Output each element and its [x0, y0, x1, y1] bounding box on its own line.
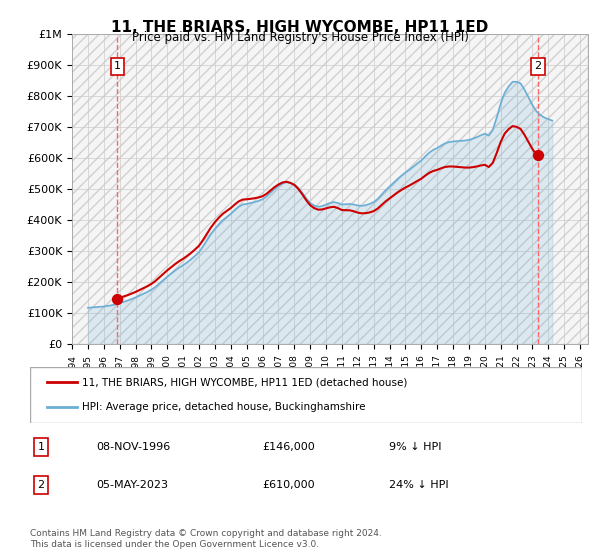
Point: [533, 150, 543, 159]
Text: £610,000: £610,000: [262, 480, 314, 491]
Text: 11, THE BRIARS, HIGH WYCOMBE, HP11 1ED: 11, THE BRIARS, HIGH WYCOMBE, HP11 1ED: [112, 20, 488, 35]
Text: Price paid vs. HM Land Registry's House Price Index (HPI): Price paid vs. HM Land Registry's House …: [131, 31, 469, 44]
Text: 11, THE BRIARS, HIGH WYCOMBE, HP11 1ED (detached house): 11, THE BRIARS, HIGH WYCOMBE, HP11 1ED (…: [82, 377, 408, 388]
Text: HPI: Average price, detached house, Buckinghamshire: HPI: Average price, detached house, Buck…: [82, 402, 366, 412]
Text: 24% ↓ HPI: 24% ↓ HPI: [389, 480, 448, 491]
Text: 9% ↓ HPI: 9% ↓ HPI: [389, 442, 442, 452]
Text: 1: 1: [38, 442, 44, 452]
Text: £146,000: £146,000: [262, 442, 314, 452]
FancyBboxPatch shape: [30, 367, 582, 423]
Text: 2: 2: [37, 480, 44, 491]
Point: [113, 295, 122, 304]
Text: 08-NOV-1996: 08-NOV-1996: [96, 442, 170, 452]
Text: 1: 1: [114, 61, 121, 71]
Text: Contains HM Land Registry data © Crown copyright and database right 2024.
This d: Contains HM Land Registry data © Crown c…: [30, 529, 382, 549]
Text: 05-MAY-2023: 05-MAY-2023: [96, 480, 168, 491]
Text: 2: 2: [535, 61, 542, 71]
